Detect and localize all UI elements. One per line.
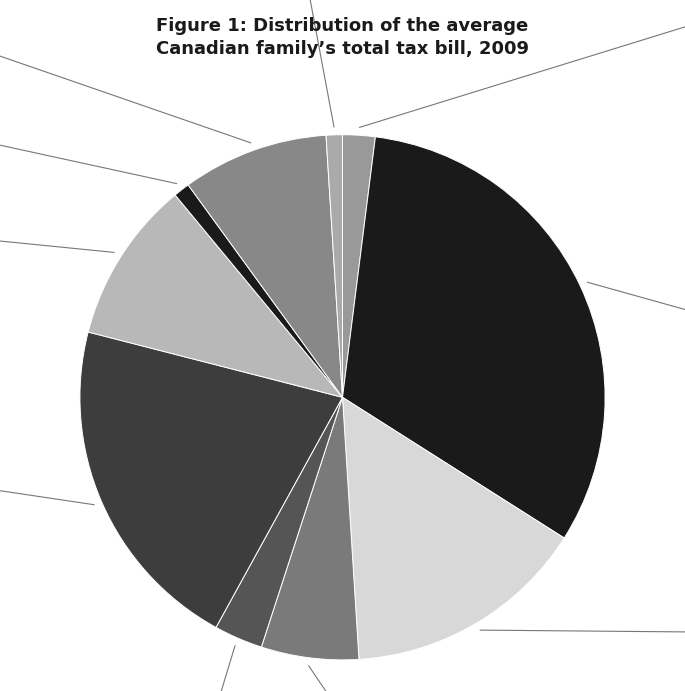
Text: Property taxes, 10%: Property taxes, 10% xyxy=(0,207,114,252)
Wedge shape xyxy=(216,397,342,647)
Text: Import duties, 1%: Import duties, 1% xyxy=(0,89,177,184)
Wedge shape xyxy=(342,135,375,397)
Text: Sales taxes, 15%: Sales taxes, 15% xyxy=(480,627,685,640)
Text: Liquor, tobacco, amusement,
and other excise taxes, 6%: Liquor, tobacco, amusement, and other ex… xyxy=(309,665,571,691)
Wedge shape xyxy=(80,332,342,627)
Text: Auto, fuel, and motor
vehicle licence taxes, 3%: Auto, fuel, and motor vehicle licence ta… xyxy=(74,645,243,691)
Wedge shape xyxy=(88,195,342,397)
Text: Figure 1: Distribution of the average
Canadian family’s total tax bill, 2009: Figure 1: Distribution of the average Ca… xyxy=(156,17,529,58)
Wedge shape xyxy=(326,135,342,397)
Text: Other taxes, 2%: Other taxes, 2% xyxy=(360,0,685,127)
Text: Profits tax, 9%: Profits tax, 9% xyxy=(0,0,251,143)
Wedge shape xyxy=(175,185,342,397)
Wedge shape xyxy=(342,397,564,659)
Text: Income taxes, 32%: Income taxes, 32% xyxy=(587,282,685,377)
Wedge shape xyxy=(342,137,605,538)
Wedge shape xyxy=(262,397,359,660)
Wedge shape xyxy=(188,135,342,397)
Text: Social security,
medical, and
hospital taxes, 21%: Social security, medical, and hospital t… xyxy=(0,428,95,504)
Text: Natural resource taxes, 1%: Natural resource taxes, 1% xyxy=(199,0,380,127)
